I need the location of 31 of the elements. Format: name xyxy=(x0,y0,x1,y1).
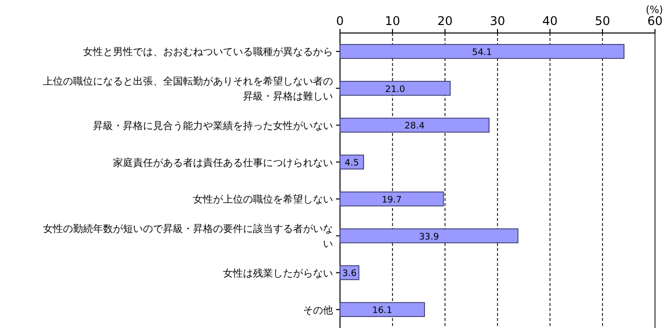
y-tick-label: 昇級・昇格に見合う能力や業績を持った女性がいない xyxy=(93,120,333,132)
data-label: 21.0 xyxy=(385,84,406,95)
bar xyxy=(340,44,624,59)
x-tick-label: 0 xyxy=(336,14,344,28)
bar xyxy=(340,192,444,206)
x-tick-label: 60 xyxy=(647,14,663,28)
x-tick-label: 10 xyxy=(384,14,400,28)
y-tick-label: 女性の勤続年数が短いので昇級・昇格の要件に該当する者がいない xyxy=(43,223,333,250)
x-tick-label: 50 xyxy=(594,14,610,28)
y-tick-label: 上位の職位になると出張、全国転勤がありそれを希望しない者の昇級・昇格は難しい xyxy=(43,76,333,103)
data-label: 54.1 xyxy=(472,48,492,58)
bar xyxy=(340,228,518,244)
x-tick-label: 20 xyxy=(437,14,453,28)
bar xyxy=(340,80,451,96)
y-tick-label: その他 xyxy=(303,304,333,316)
y-tick-label: 女性が上位の職位を希望しない xyxy=(193,194,333,206)
x-tick-label: 30 xyxy=(490,14,506,28)
data-label: 28.4 xyxy=(404,122,425,132)
data-label: 4.5 xyxy=(344,158,359,169)
data-label: 3.6 xyxy=(342,269,357,280)
y-tick-label: 女性と男性では、おおむねついている職種が異なるから xyxy=(83,46,333,58)
data-label: 19.7 xyxy=(382,195,402,206)
y-tick-label: 家庭責任がある者は責任ある仕事につけられない xyxy=(113,156,333,169)
y-tick-label: 女性は残業したがらない xyxy=(223,267,333,280)
bar xyxy=(340,302,425,317)
x-axis-title: (%) xyxy=(646,5,664,16)
data-label: 16.1 xyxy=(372,306,392,316)
bar xyxy=(340,118,490,133)
x-tick-label: 40 xyxy=(542,14,558,28)
bar xyxy=(340,154,364,170)
data-label: 33.9 xyxy=(418,232,440,242)
